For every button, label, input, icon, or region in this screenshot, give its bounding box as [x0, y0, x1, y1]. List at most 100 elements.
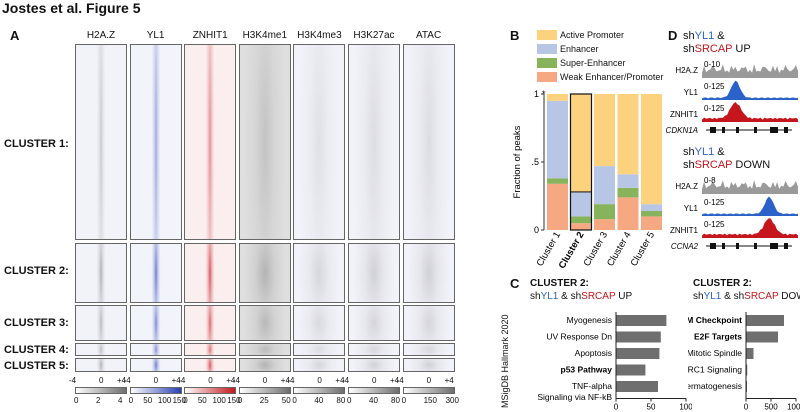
legend-label-1: Enhancer	[560, 44, 599, 54]
y-tick-label-1: .5	[531, 157, 539, 167]
axis-tick-0-0: -4	[69, 376, 77, 385]
d-up-track-range-0: 0-10	[704, 60, 721, 69]
d-up-exon-2	[736, 127, 739, 133]
heatmap-6-cluster-1	[402, 44, 455, 240]
scale-tick-1-1: 50	[143, 396, 153, 405]
c-left-term-2: Apoptosis	[575, 348, 612, 358]
heatmap-0-cluster-3	[75, 305, 127, 341]
d-down-track-range-0: 0-8	[704, 176, 716, 185]
c-right-bar-2	[746, 348, 754, 359]
axis-tick-0-1: 0	[99, 376, 104, 385]
c-right-term-0: G2-M Checkpoint	[688, 315, 742, 325]
column-header-0: H2A.Z	[86, 30, 116, 41]
axis-tick-5-0: -4	[342, 376, 350, 385]
d-down-track-label-2: ZNHIT1	[670, 226, 699, 235]
heatmap-6-cluster-2	[402, 243, 455, 303]
heatmap-3-cluster-3	[238, 305, 291, 341]
scale-tick-5-0: 0	[347, 396, 352, 405]
column-header-5: H3K27ac	[353, 30, 395, 41]
scale-tick-3-1: 25	[259, 396, 269, 405]
d-up-gene2: SRCAP	[694, 43, 733, 55]
y-tick-label-0: 0	[534, 225, 539, 235]
bar-2-3	[594, 94, 615, 167]
c-right-bar-0	[746, 315, 784, 326]
legend-label-0: Active Promoter	[560, 30, 625, 40]
cluster-3-label: CLUSTER 3:	[4, 317, 69, 329]
d-up-amp: &	[714, 30, 725, 42]
c-left-bar-4	[616, 381, 658, 392]
c-right-gene1: YL1	[703, 291, 722, 302]
scale-tick-2-1: 50	[197, 396, 207, 405]
scale-tick-0-0: 0	[74, 396, 79, 405]
bar-1-3	[570, 94, 592, 192]
heatmap-3-cluster-1	[238, 44, 291, 240]
d-up-track-label-1: YL1	[684, 88, 699, 97]
color-scale-4	[293, 387, 346, 394]
panel-b-label: B	[510, 28, 520, 43]
color-scale-6	[402, 387, 455, 394]
scale-tick-2-3: 150	[227, 396, 241, 405]
c-right-x-tick-label-1: 500	[764, 403, 778, 412]
heatmap-5-cluster-1	[348, 44, 400, 240]
heatmap-5-cluster-2	[348, 243, 400, 303]
heatmap-0-cluster-2	[75, 243, 127, 303]
bar-1-0	[570, 223, 592, 230]
heatmap-1-cluster-2	[129, 243, 182, 303]
column-header-2: ZNHIT1	[192, 30, 228, 41]
heatmap-2-cluster-3	[184, 305, 237, 341]
bar-0-2	[547, 100, 568, 179]
c-left-bar-1	[616, 331, 661, 343]
d-up-exon-3	[754, 127, 757, 133]
legend-item-0: Active Promoter	[537, 28, 663, 42]
heatmap-3-cluster-5	[238, 358, 291, 372]
legend-swatch-2	[537, 58, 557, 68]
scale-tick-6-2: 300	[445, 396, 459, 405]
c-left-dir: UP	[615, 291, 633, 302]
d-down-track-label-1: YL1	[684, 204, 699, 213]
heatmap-0-cluster-1	[75, 44, 127, 240]
legend-swatch-0	[537, 30, 557, 40]
heatmap-6-cluster-4	[402, 343, 455, 356]
figure-title: Jostes et al. Figure 5	[2, 0, 141, 16]
d-down-track-range-2: 0-125	[704, 220, 725, 229]
c-left-gene1: YL1	[540, 291, 559, 302]
d-down-track-label-0: H2A.Z	[675, 182, 698, 191]
scale-tick-3-2: 50	[281, 396, 291, 405]
d-down-exon-3	[754, 243, 757, 249]
c-right-subtitle: shYL1 & shSRCAP DOWN	[693, 291, 800, 302]
c-right-title: CLUSTER 2:	[693, 278, 752, 289]
axis-tick-5-1: 0	[372, 376, 377, 385]
scale-tick-3-0: 0	[237, 396, 243, 405]
axis-tick-3-1: 0	[262, 376, 268, 385]
heatmap-1-cluster-1	[129, 44, 182, 240]
legend-item-3: Weak Enhancer/Promoter	[537, 70, 663, 84]
d-down-exon-1	[722, 243, 725, 249]
d-up-track-range-1: 0-125	[704, 82, 725, 91]
d-up-gene-label: CDKN1A	[666, 126, 698, 135]
heatmap-3-cluster-2	[238, 243, 291, 303]
d-up-title: shYL1 & shSRCAP UP	[683, 30, 751, 56]
bar-4-1	[641, 210, 662, 217]
c-left-x-tick-label-1: 50	[647, 403, 656, 412]
bar-4-2	[641, 204, 662, 211]
c-right-term-4: Spermatogenesis	[688, 381, 742, 391]
heatmap-5-cluster-5	[348, 358, 400, 372]
d-up-track-signal-1	[702, 80, 798, 100]
d-up-exon-0	[710, 127, 716, 133]
d-down-track-range-1: 0-125	[704, 198, 725, 207]
legend-swatch-3	[537, 72, 557, 82]
scale-tick-0-1: 2	[96, 396, 101, 405]
c-left-term-5: Signaling via NF-kB	[537, 392, 612, 402]
scale-tick-2-2: 100	[212, 396, 226, 405]
c-left-gene2: SRCAP	[581, 291, 616, 302]
axis-tick-2-0: -4	[178, 376, 186, 385]
axis-tick-3-0: -4	[232, 376, 240, 385]
heatmap-4-cluster-3	[293, 305, 346, 341]
c-left-term-3: p53 Pathway	[561, 365, 613, 375]
d-down-track-signal-0	[702, 180, 798, 194]
panel-c-label: C	[510, 276, 520, 291]
color-scale-5	[348, 387, 400, 394]
axis-tick-1-2: +4	[171, 376, 181, 385]
d-up-exon-1	[722, 127, 725, 133]
axis-tick-1-0: -4	[123, 376, 131, 385]
